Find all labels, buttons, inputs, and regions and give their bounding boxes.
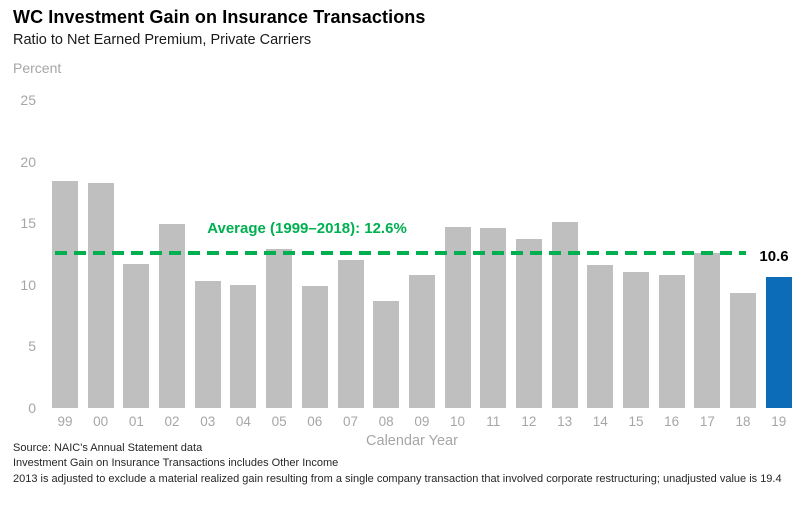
x-tick-12: 12 (521, 414, 537, 429)
bar-02 (159, 224, 186, 408)
bar-14 (587, 265, 614, 408)
bar-07 (337, 260, 364, 408)
bar-08 (373, 300, 400, 408)
x-tick-11: 11 (486, 414, 501, 429)
x-tick-00: 00 (93, 414, 109, 429)
x-tick-18: 18 (735, 414, 751, 429)
x-tick-99: 99 (57, 414, 73, 429)
x-tick-19: 19 (771, 414, 787, 429)
x-tick-05: 05 (271, 414, 287, 429)
x-tick-14: 14 (592, 414, 608, 429)
bar-16 (658, 274, 685, 408)
x-tick-17: 17 (699, 414, 715, 429)
bar-18 (730, 293, 757, 408)
bar-11 (480, 228, 507, 408)
bar-99 (52, 181, 78, 408)
y-axis: 0 5 10 15 20 25 (0, 0, 38, 510)
x-tick-03: 03 (200, 414, 216, 429)
average-line-label: Average (1999–2018): 12.6% (207, 220, 407, 237)
y-tick-10: 10 (20, 276, 36, 293)
x-tick-16: 16 (664, 414, 680, 429)
bar-01 (123, 263, 150, 408)
x-tick-13: 13 (557, 414, 573, 429)
y-tick-25: 25 (20, 92, 36, 108)
y-tick-15: 15 (20, 215, 36, 232)
bar-04 (230, 284, 257, 408)
footnote-definition: Investment Gain on Insurance Transaction… (13, 457, 339, 470)
y-tick-20: 20 (20, 153, 36, 170)
x-tick-07: 07 (342, 414, 359, 429)
x-tick-01: 01 (128, 414, 144, 429)
footnotes: Source: NAIC's Annual Statement data Inv… (13, 441, 793, 487)
footnote-adjustment: 2013 is adjusted to exclude a material r… (13, 472, 782, 485)
bar-03 (194, 281, 221, 408)
footnote-source: Source: NAIC's Annual Statement data (13, 442, 203, 454)
bar-19 (765, 277, 792, 408)
x-tick-02: 02 (164, 414, 180, 429)
x-tick-08: 08 (378, 414, 394, 429)
x-tick-10: 10 (450, 414, 466, 429)
y-axis-unit-label: Percent (13, 60, 62, 76)
x-axis-title: Calendar Year (366, 433, 458, 449)
x-axis-tick-labels: 99 00 01 02 03 04 05 06 07 08 09 10 11 12 13 14 15 16 17 18… (52, 414, 792, 429)
bar-series (52, 100, 792, 408)
bar-05 (266, 249, 293, 408)
highlight-bar-value-label: 10.6 (759, 248, 789, 265)
bar-12 (515, 239, 542, 408)
chart-title: WC Investment Gain on Insurance Transact… (13, 7, 426, 27)
bar-15 (623, 272, 649, 408)
y-tick-0: 0 (28, 400, 36, 416)
bar-00 (87, 182, 114, 408)
chart-subtitle: Ratio to Net Earned Premium, Private Car… (13, 32, 312, 48)
x-tick-06: 06 (307, 414, 323, 429)
bar-10 (444, 226, 471, 408)
x-tick-15: 15 (628, 414, 644, 429)
x-tick-04: 04 (235, 414, 251, 429)
bar-17 (694, 252, 721, 408)
x-tick-09: 09 (414, 414, 430, 429)
y-tick-5: 5 (28, 338, 36, 355)
bar-09 (408, 274, 435, 408)
bar-06 (301, 286, 328, 408)
average-dashed-line (55, 250, 746, 255)
